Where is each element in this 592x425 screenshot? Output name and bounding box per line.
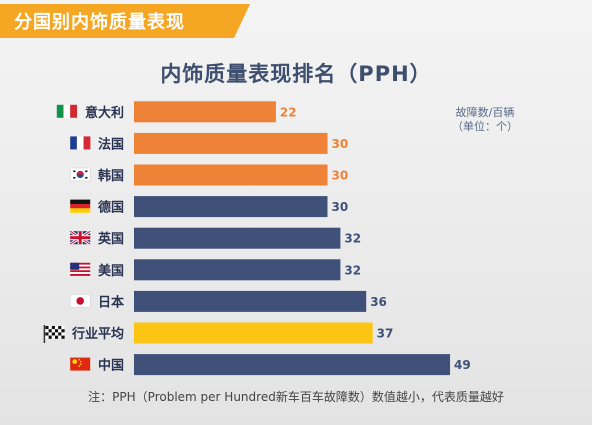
data-label: 49 <box>454 358 471 372</box>
footnote: 注：PPH（Problem per Hundred新车百车故障数）数值越小，代表… <box>88 390 504 404</box>
flag-germany-icon <box>70 199 91 213</box>
flag-usa-icon <box>70 262 91 276</box>
bar <box>134 259 341 281</box>
banner-title: 分国别内饰质量表现 <box>14 12 185 33</box>
bar <box>134 290 367 312</box>
data-label: 30 <box>332 200 349 214</box>
flag-korea-icon <box>69 167 91 182</box>
category-label: 日本 <box>98 294 124 310</box>
flag-japan-icon <box>69 294 91 308</box>
bar <box>134 196 328 218</box>
category-label: 行业平均 <box>71 326 124 342</box>
data-label: 32 <box>344 232 361 246</box>
bar <box>134 322 373 344</box>
flag-uk-icon <box>69 229 92 246</box>
category-label: 韩国 <box>98 168 124 184</box>
data-label: 30 <box>332 137 349 151</box>
data-label: 22 <box>280 105 297 119</box>
category-label: 中国 <box>98 358 124 374</box>
unit-note: 故障数/百辆 （单位：个） <box>430 106 540 134</box>
category-label: 德国 <box>98 200 124 216</box>
flag-france-icon <box>70 136 91 150</box>
bar <box>134 132 328 154</box>
data-label: 36 <box>370 295 387 309</box>
data-label: 37 <box>377 327 394 341</box>
category-label: 美国 <box>98 263 124 279</box>
bar <box>134 227 341 249</box>
category-label: 法国 <box>98 136 124 152</box>
section-banner: 分国别内饰质量表现 <box>0 0 262 40</box>
bar <box>134 164 328 186</box>
unit-note-line2: （单位：个） <box>452 120 518 133</box>
data-label: 32 <box>344 263 361 277</box>
checkered-flag-icon <box>43 325 65 343</box>
bar <box>134 354 451 376</box>
flag-china-icon <box>70 357 91 371</box>
unit-note-line1: 故障数/百辆 <box>455 106 515 119</box>
bar <box>134 101 276 123</box>
flag-italy-icon <box>56 104 77 118</box>
data-label: 30 <box>332 169 349 183</box>
chart-title: 内饰质量表现排名（PPH） <box>160 62 432 86</box>
category-label: 意大利 <box>85 105 124 121</box>
category-label: 英国 <box>97 231 124 247</box>
